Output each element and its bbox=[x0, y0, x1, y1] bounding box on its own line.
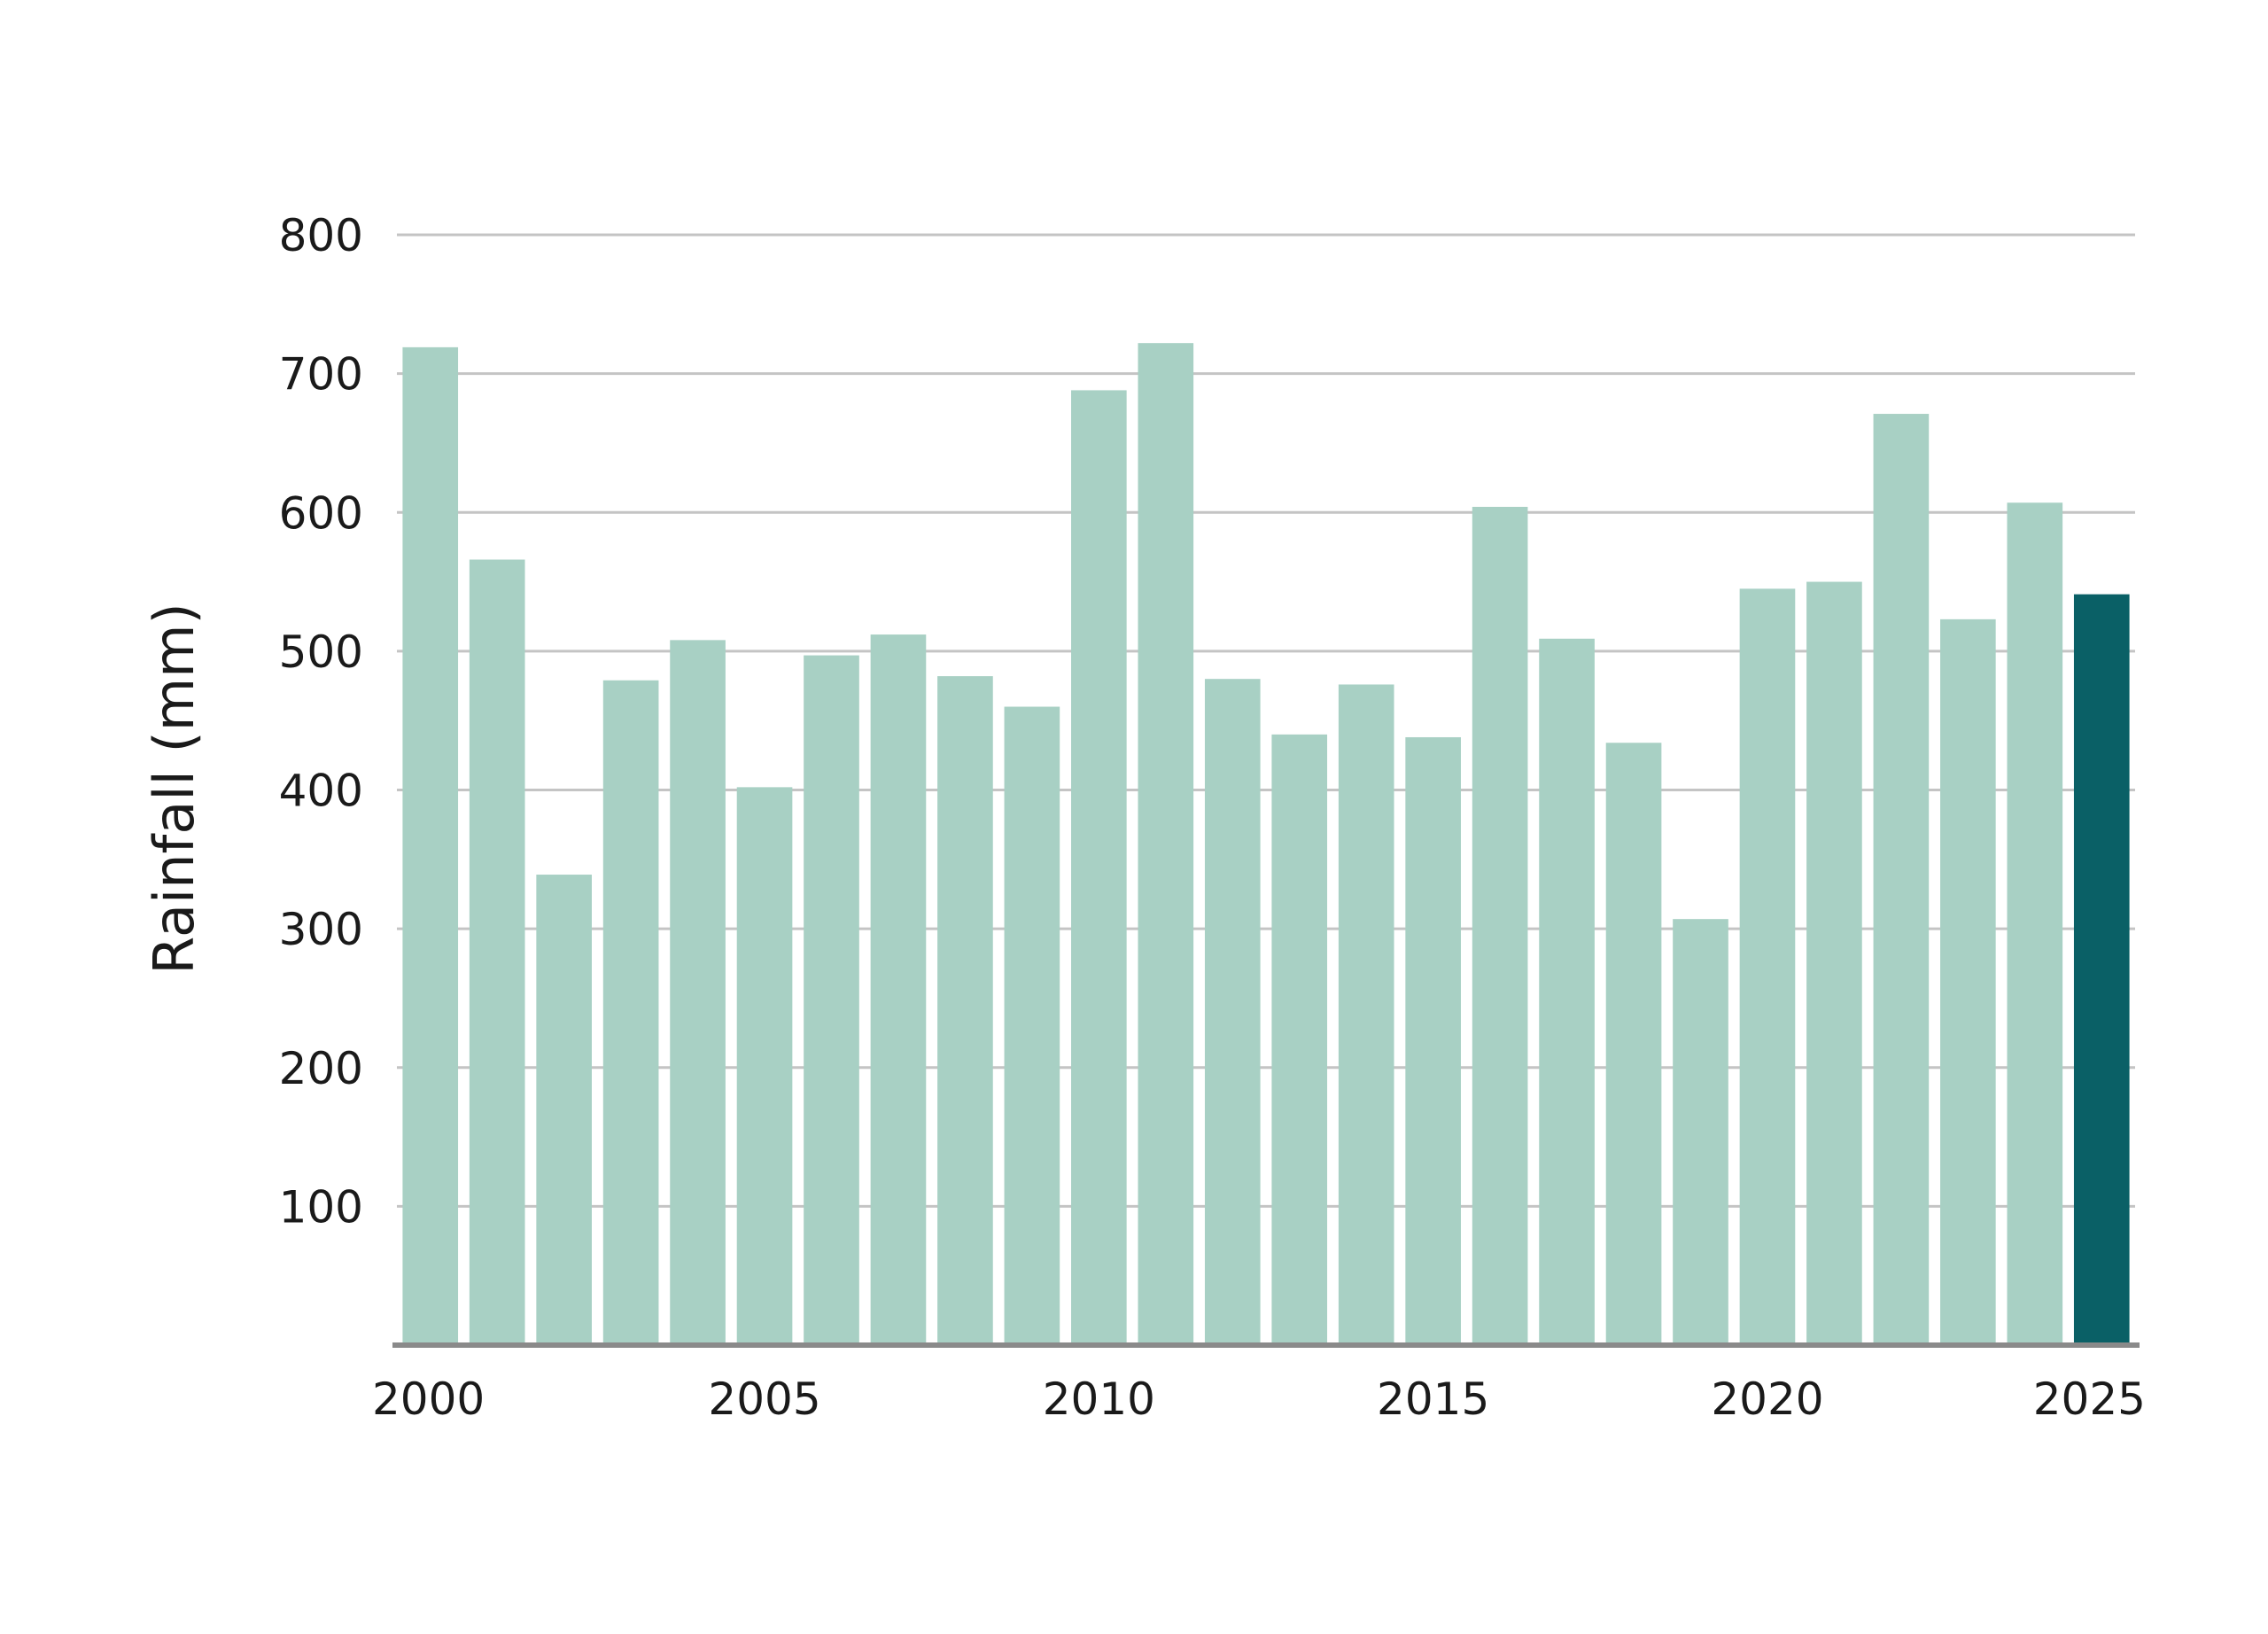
bar-2016 bbox=[1472, 506, 1528, 1345]
bar-2008 bbox=[937, 676, 993, 1345]
x-tick-label-2020: 2020 bbox=[1711, 1373, 1823, 1425]
bar-2002 bbox=[536, 875, 592, 1345]
bar-2007 bbox=[870, 634, 927, 1345]
bar-2018 bbox=[1605, 743, 1662, 1345]
bar-2023 bbox=[1940, 619, 1996, 1345]
bar-2014 bbox=[1338, 684, 1394, 1345]
y-tick-label-500: 500 bbox=[279, 626, 363, 678]
x-tick-label-2005: 2005 bbox=[708, 1373, 820, 1425]
bar-2025 bbox=[2073, 594, 2130, 1345]
x-tick-label-2000: 2000 bbox=[372, 1373, 485, 1425]
bar-2006 bbox=[804, 655, 859, 1345]
y-tick-label-300: 300 bbox=[279, 904, 363, 955]
bar-2020 bbox=[1739, 588, 1796, 1345]
bar-2024 bbox=[2007, 502, 2063, 1345]
bars bbox=[402, 343, 2130, 1346]
y-tick-label-800: 800 bbox=[279, 210, 363, 261]
bar-2021 bbox=[1806, 581, 1862, 1345]
bar-2022 bbox=[1873, 414, 1930, 1345]
y-tick-label-200: 200 bbox=[279, 1043, 363, 1094]
bar-2005 bbox=[736, 787, 793, 1345]
x-tick-label-2010: 2010 bbox=[1043, 1373, 1155, 1425]
bar-2000 bbox=[402, 346, 459, 1346]
y-tick-label-100: 100 bbox=[279, 1181, 363, 1233]
y-tick-label-700: 700 bbox=[279, 349, 363, 401]
bar-2013 bbox=[1271, 734, 1328, 1345]
bar-2003 bbox=[602, 680, 659, 1345]
bar-2004 bbox=[670, 640, 726, 1345]
bar-2009 bbox=[1004, 706, 1060, 1345]
bar-2012 bbox=[1204, 679, 1261, 1345]
bar-2019 bbox=[1673, 919, 1728, 1345]
y-axis-title: Rainfall (mm) bbox=[142, 603, 206, 974]
x-tick-label-2025: 2025 bbox=[2033, 1373, 2146, 1425]
tick-labels: 100 200 300 400 500 600 700 800 2000 2005 2010 2015… bbox=[279, 210, 2146, 1425]
bar-2010 bbox=[1071, 390, 1127, 1345]
x-tick-label-2015: 2015 bbox=[1377, 1373, 1489, 1425]
bar-2015 bbox=[1405, 736, 1461, 1345]
y-tick-label-600: 600 bbox=[279, 487, 363, 539]
bar-2001 bbox=[469, 559, 525, 1345]
bar-2017 bbox=[1539, 638, 1595, 1345]
bar-2011 bbox=[1138, 343, 1194, 1346]
y-tick-label-400: 400 bbox=[279, 766, 363, 817]
